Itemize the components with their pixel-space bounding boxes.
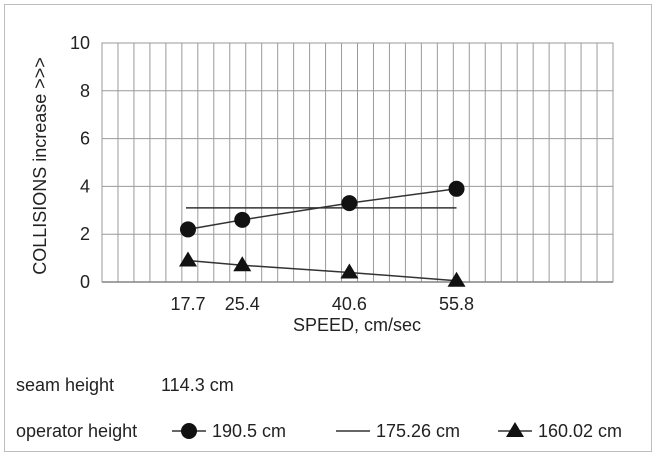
data-point-circle [179, 221, 196, 238]
legend-label: 160.02 cm [538, 421, 622, 441]
series-lines [185, 188, 457, 282]
data-point-triangle [233, 256, 252, 272]
data-point-triangle [178, 251, 197, 267]
legend-label: 190.5 cm [212, 421, 286, 441]
y-tick-label: 8 [80, 81, 90, 101]
series-line-2 [187, 259, 457, 282]
series-markers [178, 180, 466, 287]
y-tick-label: 0 [80, 272, 90, 292]
legend-marker-triangle [506, 422, 524, 437]
chart-frame [4, 4, 652, 452]
x-tick-label: 40.6 [332, 294, 367, 314]
data-point-circle [341, 195, 358, 212]
data-point-circle [234, 211, 251, 228]
legend-label: 175.26 cm [376, 421, 460, 441]
x-axis-ticks: 17.7 25.4 40.6 55.8 [170, 294, 474, 314]
y-tick-label: 6 [80, 129, 90, 149]
x-tick-label: 25.4 [225, 294, 260, 314]
data-point-circle [448, 180, 465, 197]
vertical-gridlines [117, 43, 598, 282]
y-tick-label: 4 [80, 176, 90, 196]
data-point-triangle [340, 263, 359, 279]
legend: 190.5 cm 175.26 cm 160.02 cm [172, 421, 622, 441]
x-tick-label: 55.8 [439, 294, 474, 314]
plot-area [101, 42, 614, 283]
y-axis-title: COLLISIONS increase >>> [30, 57, 50, 275]
series-line-0 [187, 188, 457, 231]
x-tick-label: 17.7 [170, 294, 205, 314]
legend-marker-circle [181, 423, 197, 439]
y-tick-label: 2 [80, 224, 90, 244]
y-axis-ticks: 0 2 4 6 8 10 [70, 33, 90, 292]
y-tick-label: 10 [70, 33, 90, 53]
data-point-triangle [447, 271, 466, 287]
x-axis-title: SPEED, cm/sec [293, 315, 421, 335]
seam-height-value: 114.3 cm [161, 375, 234, 395]
legend-title: operator height [16, 421, 137, 441]
seam-height-label: seam height [16, 375, 114, 395]
